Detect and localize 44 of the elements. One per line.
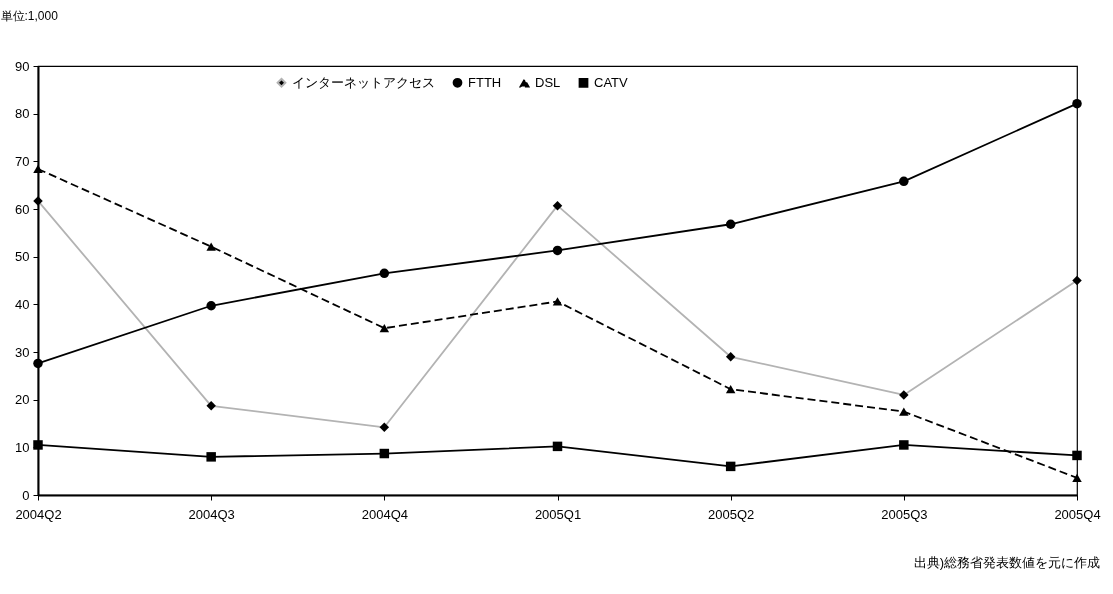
point bbox=[552, 297, 563, 306]
legend-label: DSL bbox=[535, 75, 561, 91]
x-tick-label: 2005Q2 bbox=[708, 506, 755, 522]
point bbox=[206, 301, 216, 311]
point bbox=[1072, 98, 1082, 109]
point bbox=[1072, 473, 1082, 482]
y-tick-label: 20 bbox=[15, 392, 30, 408]
point bbox=[899, 440, 909, 450]
y-tick-label: 40 bbox=[15, 296, 30, 312]
source-note: 出典)総務省発表数値を元に作成 bbox=[913, 555, 1101, 570]
legend-label: FTTH bbox=[468, 74, 502, 90]
point bbox=[33, 358, 43, 369]
y-tick-label: 30 bbox=[15, 344, 30, 360]
y-tick-label: 80 bbox=[15, 106, 30, 122]
point bbox=[379, 324, 390, 333]
point bbox=[899, 176, 909, 187]
x-tick-label: 2004Q2 bbox=[15, 506, 62, 522]
y-tick-label: 0 bbox=[22, 487, 30, 503]
y-tick-label: 50 bbox=[15, 249, 30, 265]
x-tick-label: 2004Q4 bbox=[361, 506, 408, 522]
x-tick-label: 2004Q3 bbox=[188, 506, 235, 522]
y-tick-label: 90 bbox=[15, 58, 30, 74]
point bbox=[33, 440, 43, 450]
y-axis-title: 単位:1,000 bbox=[0, 8, 59, 23]
point bbox=[725, 385, 736, 394]
legend-label: インターネットアクセス bbox=[292, 74, 435, 90]
point bbox=[1072, 450, 1082, 461]
point bbox=[725, 219, 736, 229]
point bbox=[899, 407, 909, 416]
y-tick-label: 70 bbox=[15, 153, 30, 169]
point bbox=[379, 268, 390, 279]
y-tick-label: 60 bbox=[15, 201, 30, 217]
x-tick-label: 2005Q4 bbox=[1054, 506, 1101, 522]
point bbox=[33, 164, 43, 174]
legend-label: CATV bbox=[594, 74, 629, 90]
point bbox=[206, 242, 216, 251]
point bbox=[552, 245, 563, 256]
point bbox=[206, 452, 216, 462]
point bbox=[725, 461, 736, 472]
y-tick-label: 10 bbox=[15, 439, 30, 455]
point bbox=[379, 448, 390, 459]
x-tick-label: 2005Q1 bbox=[534, 506, 582, 522]
x-tick-label: 2005Q3 bbox=[881, 506, 928, 522]
point bbox=[552, 441, 563, 452]
